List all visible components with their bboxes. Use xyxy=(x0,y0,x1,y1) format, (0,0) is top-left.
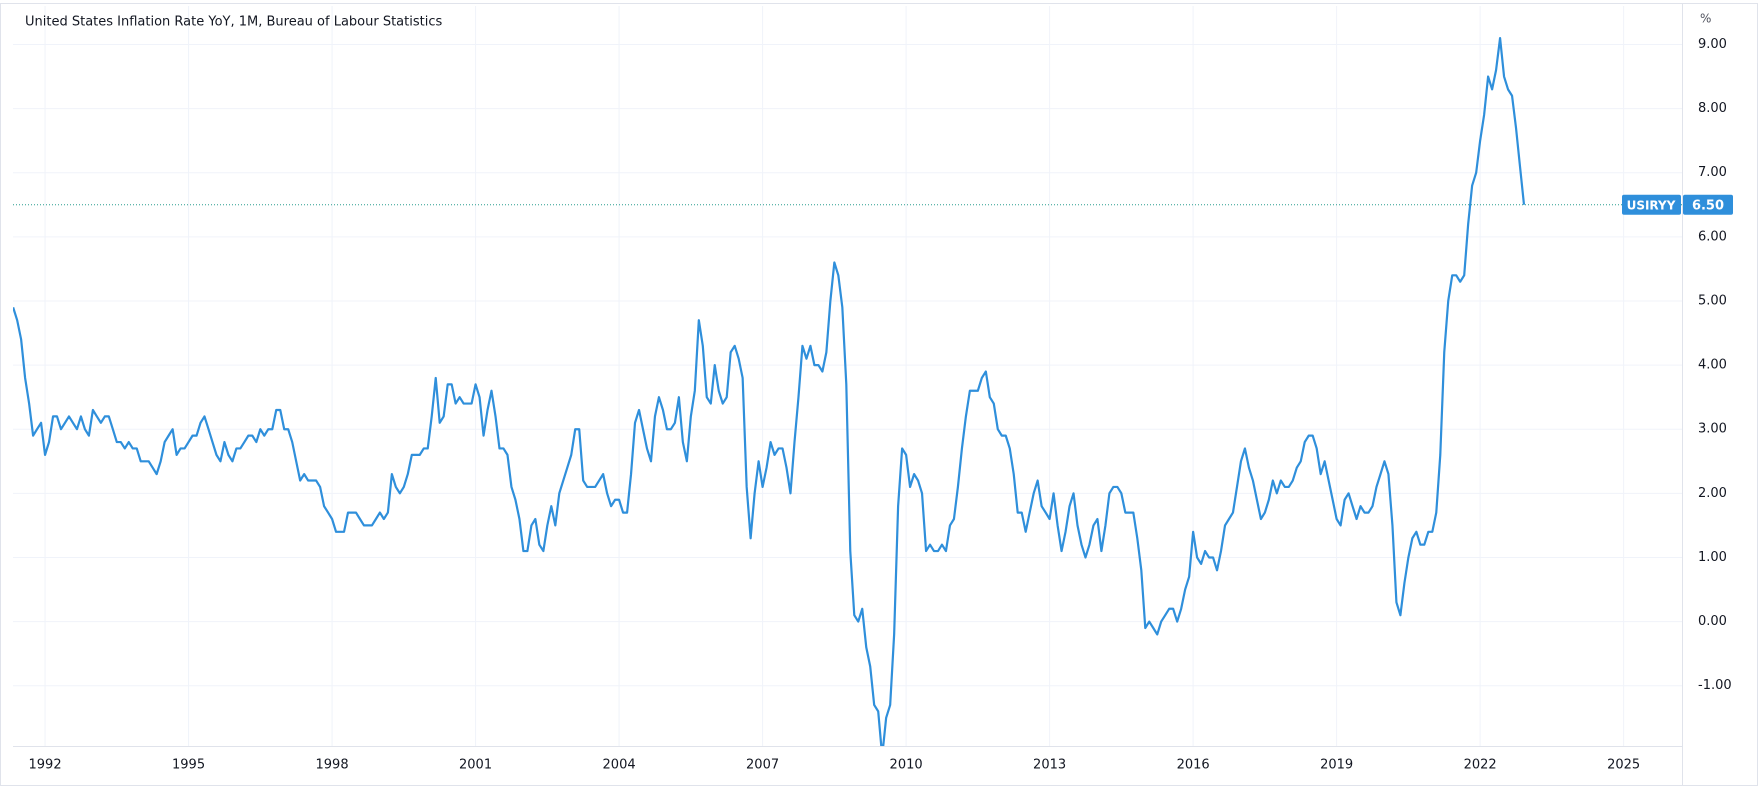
x-tick-label: 2022 xyxy=(1464,758,1497,773)
y-tick-label: 2.00 xyxy=(1698,486,1727,501)
x-tick-label: 1995 xyxy=(172,758,205,773)
y-tick-label: 5.00 xyxy=(1698,293,1727,308)
y-tick-label: 6.00 xyxy=(1698,229,1727,244)
y-tick-label: 3.00 xyxy=(1698,422,1727,437)
y-unit: % xyxy=(1700,12,1711,26)
x-tick-label: 2013 xyxy=(1033,758,1066,773)
y-tick-label: 8.00 xyxy=(1698,101,1727,116)
x-tick-label: 2019 xyxy=(1320,758,1353,773)
y-tick-label: 1.00 xyxy=(1698,550,1727,565)
chart-title: United States Inflation Rate YoY, 1M, Bu… xyxy=(25,15,442,30)
y-tick-label: 9.00 xyxy=(1698,37,1727,52)
value-badge xyxy=(1683,194,1733,215)
value-badge-label: 6.50 xyxy=(1692,198,1724,213)
grid xyxy=(13,6,1682,746)
x-tick-label: 1992 xyxy=(29,758,62,773)
x-tick-label: 2007 xyxy=(746,758,779,773)
line-series xyxy=(13,36,1526,746)
x-tick-label: 1998 xyxy=(316,758,349,773)
x-tick-label: 2004 xyxy=(603,758,636,773)
series-badge xyxy=(1622,194,1681,215)
y-tick-label: -1.00 xyxy=(1698,678,1732,693)
y-tick-label: 4.00 xyxy=(1698,358,1727,373)
series-badge-name: USIRYY xyxy=(1627,198,1676,212)
y-tick-label: 0.00 xyxy=(1698,614,1727,629)
x-tick-label: 2016 xyxy=(1177,758,1210,773)
chart-frame xyxy=(0,3,1758,786)
y-tick-label: 7.00 xyxy=(1698,165,1727,180)
x-tick-label: 2001 xyxy=(459,758,492,773)
x-tick-label: 2010 xyxy=(890,758,923,773)
x-tick-label: 2025 xyxy=(1607,758,1640,773)
